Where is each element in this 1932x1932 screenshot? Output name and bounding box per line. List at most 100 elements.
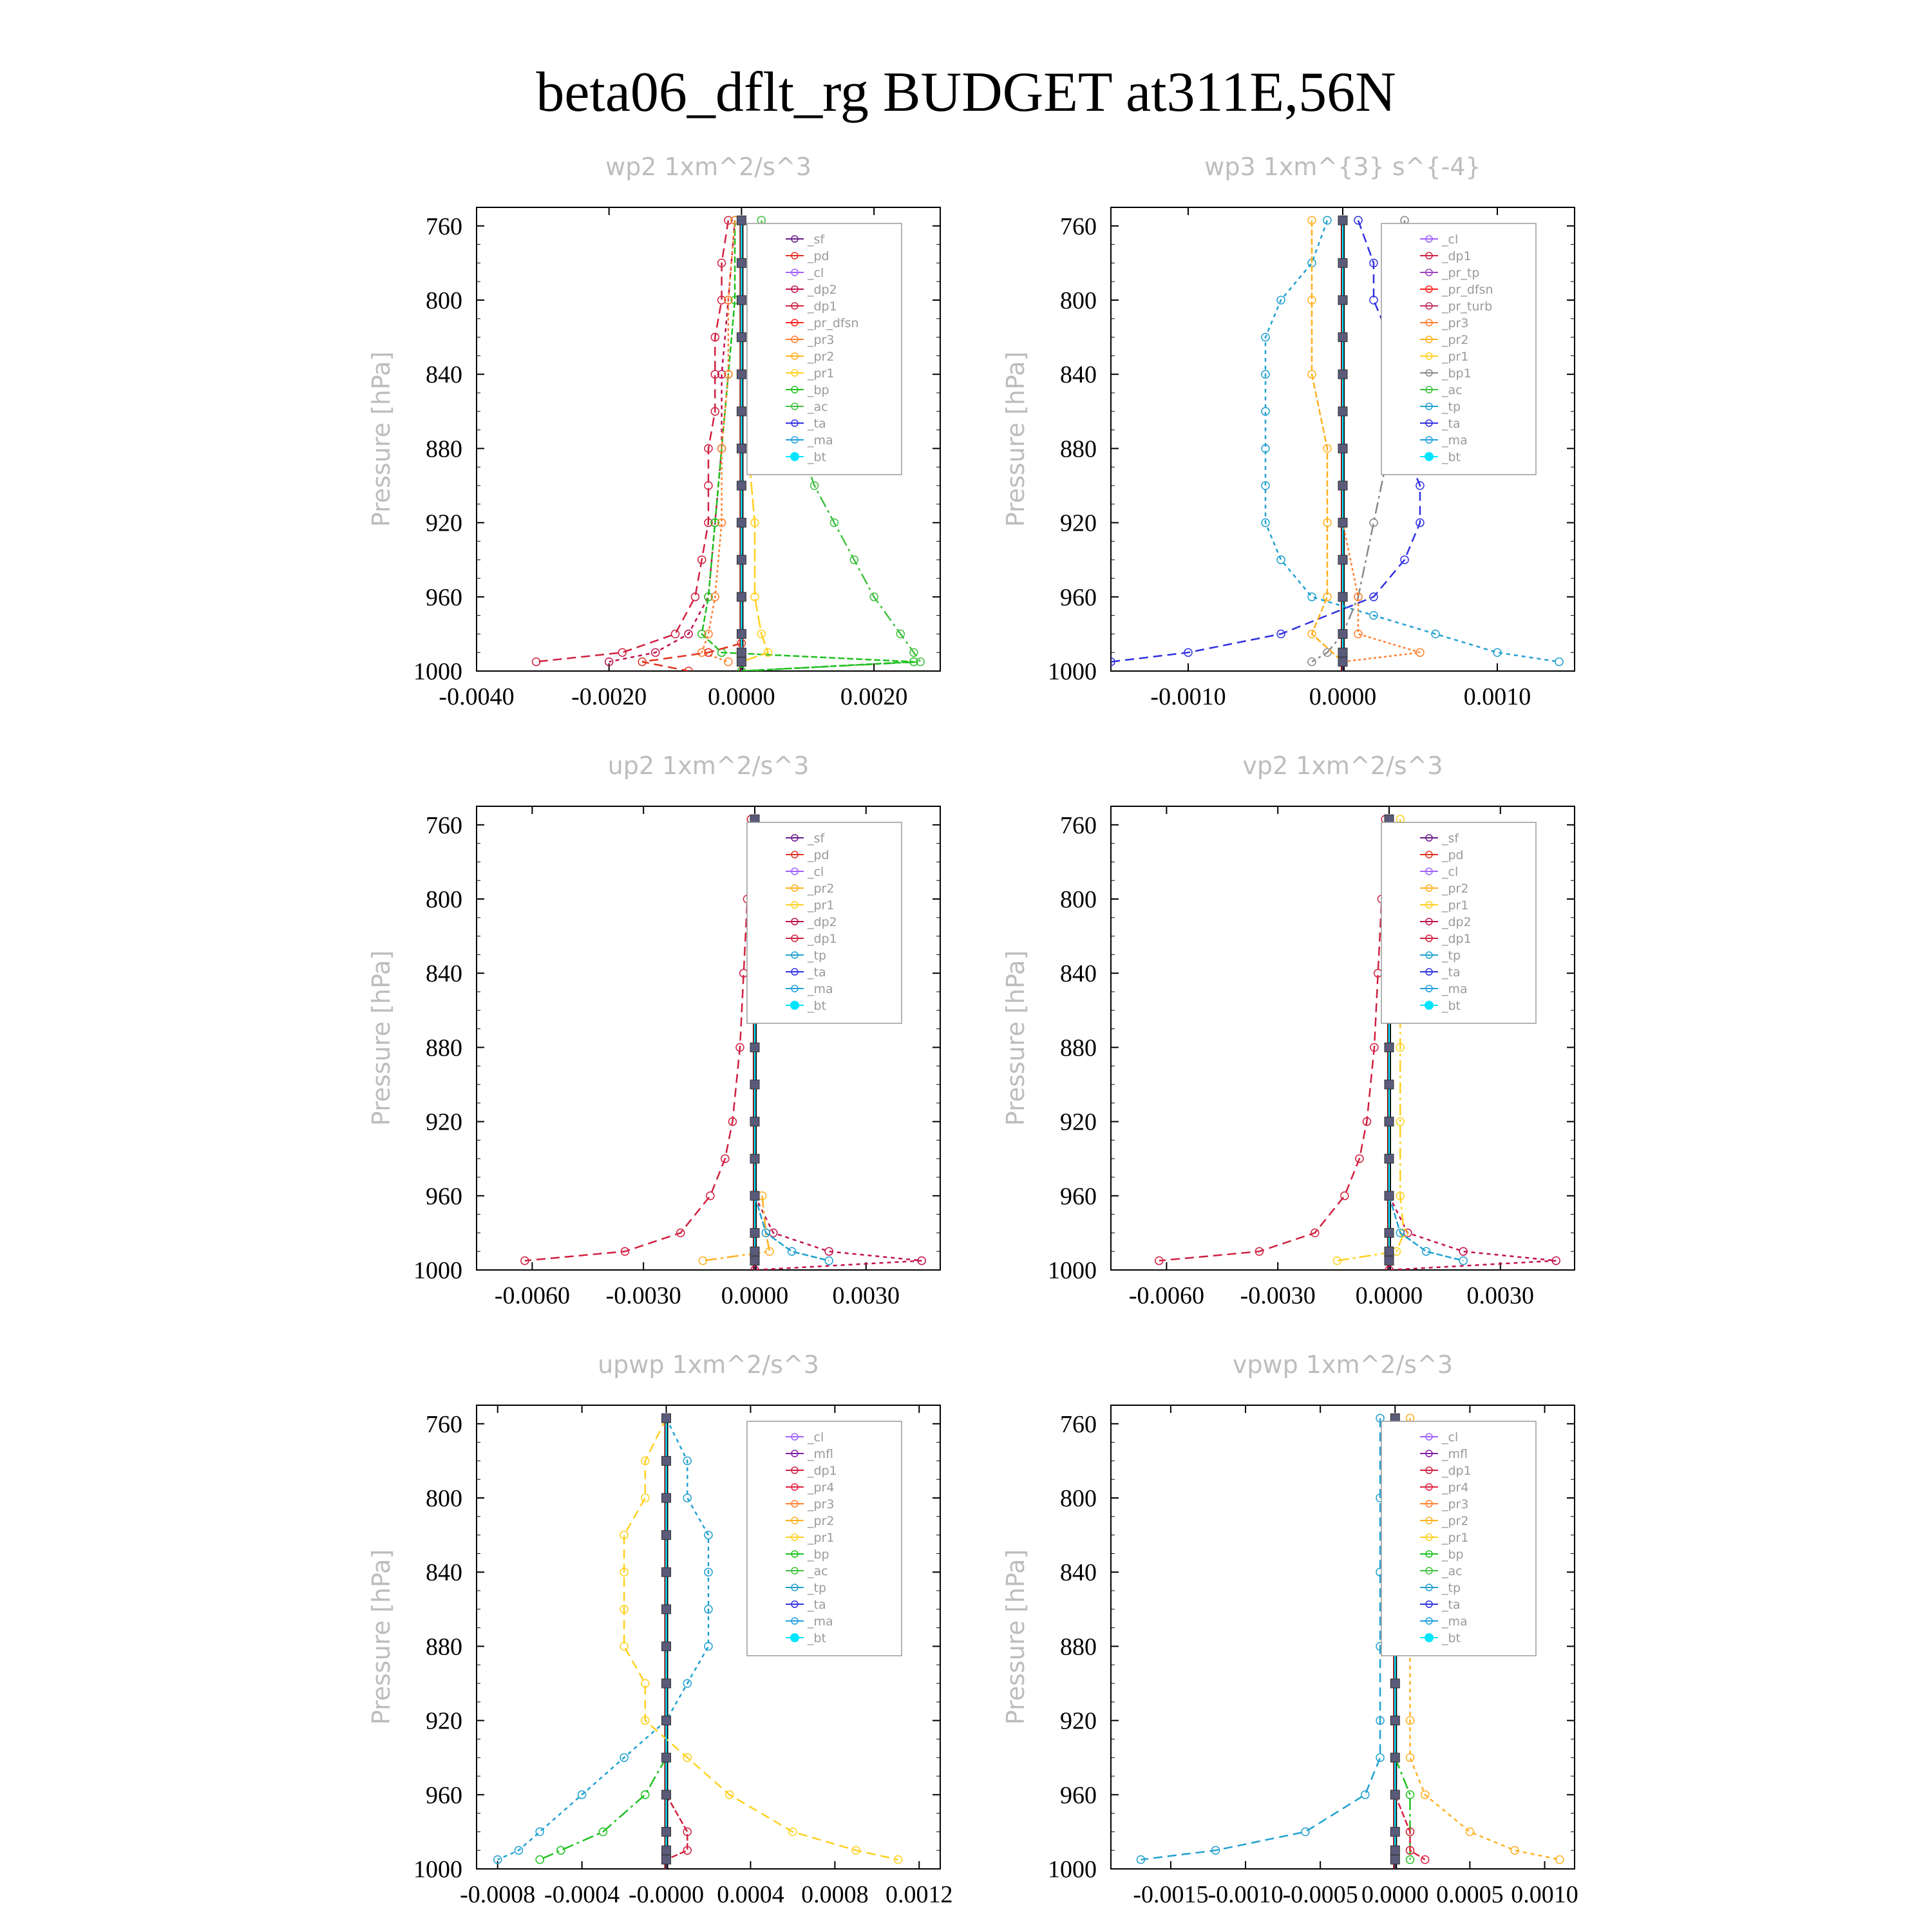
data-point-dp1 — [1155, 1256, 1164, 1265]
data-point-bt — [736, 406, 746, 417]
data-point-pr2 — [1307, 296, 1316, 305]
legend-marker-cl — [1425, 235, 1433, 243]
y-tick-label: 840 — [1060, 1559, 1097, 1586]
data-point-pd — [704, 648, 713, 657]
data-point-tp — [514, 1846, 524, 1855]
series-line-tp — [1388, 1195, 1464, 1262]
data-point-bp — [1405, 1790, 1415, 1799]
legend-label: _tp — [1441, 1581, 1461, 1595]
x-tick-label: 0.0020 — [840, 683, 908, 710]
y-tick-label: 760 — [426, 1411, 462, 1438]
data-point-bt — [750, 1191, 760, 1201]
series-group — [493, 1413, 903, 1869]
data-point-bt — [661, 1567, 672, 1577]
data-point-bt — [661, 1752, 672, 1763]
x-tick-label: -0.0010 — [1150, 683, 1226, 710]
data-point-pr1 — [788, 1827, 797, 1837]
y-tick-label: 800 — [426, 1485, 462, 1512]
data-point-dp1 — [721, 1154, 730, 1163]
legend-label: _ta — [1441, 1598, 1461, 1612]
legend-label: _cl — [807, 266, 824, 280]
series-line-bp — [1394, 1757, 1411, 1860]
data-point-tp — [493, 1855, 502, 1864]
x-tick-label: 0.0005 — [1436, 1881, 1504, 1908]
panel-4: vp2 1xm^2/s^3 Pressure [hPa] 760 800 840 880 9… — [1001, 752, 1575, 1309]
legend-label: _mfl — [807, 1447, 833, 1461]
data-point-bt — [750, 1042, 760, 1052]
data-point-ta — [1184, 648, 1193, 657]
legend-marker-bt — [790, 1001, 799, 1010]
data-point-bt — [661, 1790, 672, 1800]
y-tick-label: 800 — [1060, 287, 1097, 314]
y-tick-label: 920 — [426, 1109, 462, 1136]
legend-marker-dp2 — [1425, 918, 1433, 925]
legend-marker-ta — [1425, 419, 1433, 427]
data-point-pr2 — [1405, 1753, 1415, 1762]
data-point-tp — [704, 1530, 713, 1540]
data-point-pr1 — [641, 1493, 650, 1502]
data-point-tp — [1493, 648, 1502, 657]
data-point-ac — [916, 657, 925, 667]
legend-label: _cl — [807, 865, 824, 879]
data-point-dp1 — [683, 1846, 692, 1855]
data-point-bp — [556, 1846, 565, 1855]
legend-marker-tp — [791, 1584, 799, 1591]
legend-label: _sf — [807, 831, 825, 846]
data-point-bt — [1384, 1079, 1394, 1090]
data-point-bt — [1390, 1716, 1400, 1726]
legend-marker-ac — [791, 1567, 799, 1575]
legend-box — [746, 822, 902, 1024]
y-tick-label: 760 — [1060, 1411, 1097, 1438]
legend-marker-pr4 — [791, 1483, 799, 1491]
data-point-bt — [1338, 258, 1348, 268]
data-point-bt — [736, 480, 746, 491]
y-tick-label: 840 — [426, 1559, 462, 1586]
legend-marker-pr1 — [791, 1533, 799, 1541]
series-line-dp1 — [524, 819, 752, 1262]
data-point-dp1 — [717, 296, 726, 305]
legend-label: _bt — [1441, 1631, 1461, 1645]
data-point-dp1 — [670, 629, 680, 639]
panel-title: vp2 1xm^2/s^3 — [1242, 752, 1443, 780]
data-point-dp1 — [1311, 1228, 1320, 1238]
legend-label: _ta — [1441, 965, 1461, 980]
legend: _cl _mfl _dp1 _pr4 _pr3 _pr2 _pr1 _bp _ac _tp _ta _… — [746, 1421, 902, 1656]
data-point-bp — [598, 1827, 608, 1837]
x-tick-label: -0.0005 — [1283, 1881, 1358, 1908]
data-point-pr1 — [683, 1753, 692, 1762]
legend: _sf _pd _cl _pr2 _pr1 _dp2 _dp1 _tp _ta _ma _bt — [746, 822, 902, 1024]
legend-label: _pr2 — [1441, 1514, 1468, 1528]
legend-label: _cl — [1441, 1430, 1458, 1444]
legend-marker-tp — [1425, 1584, 1433, 1591]
data-point-bp — [737, 667, 746, 671]
data-point-bt — [1390, 1826, 1400, 1837]
legend-marker-pr_dfsn — [791, 319, 799, 327]
data-point-bt — [1338, 592, 1348, 602]
legend: _sf _pd _cl _dp2 _dp1 _pr_dfsn _pr3 _pr2 _pr1 _bp… — [746, 223, 902, 475]
legend-label: _tp — [1441, 949, 1461, 963]
legend-marker-bt — [790, 1633, 799, 1642]
panel-title: up2 1xm^2/s^3 — [608, 752, 810, 780]
data-point-tp — [1261, 370, 1270, 379]
y-tick-label: 960 — [426, 1183, 462, 1210]
data-point-tp — [1396, 1228, 1405, 1238]
legend-marker-pr1 — [1425, 352, 1433, 360]
legend-marker-pr1 — [791, 901, 799, 909]
series-line-bp — [539, 1757, 667, 1861]
y-axis-label: Pressure [hPa] — [367, 352, 395, 527]
legend-label: _pr3 — [807, 333, 834, 347]
legend-label: _pr_dfsn — [807, 316, 859, 330]
legend-label: _pr4 — [807, 1481, 834, 1495]
data-point-dp2 — [650, 648, 660, 657]
data-point-dp1 — [704, 481, 713, 490]
data-point-bt — [1384, 1246, 1394, 1256]
y-tick-label: 1000 — [413, 658, 462, 685]
x-tick-label: 0.0010 — [1464, 683, 1531, 710]
data-point-pr3 — [710, 592, 720, 601]
data-point-pr4 — [1420, 1855, 1430, 1864]
legend-marker-pd — [1425, 851, 1433, 858]
data-point-pr2 — [1307, 370, 1316, 379]
data-point-tp — [1376, 1753, 1385, 1762]
y-tick-label: 880 — [1060, 1034, 1097, 1061]
data-point-tp — [1261, 518, 1270, 527]
